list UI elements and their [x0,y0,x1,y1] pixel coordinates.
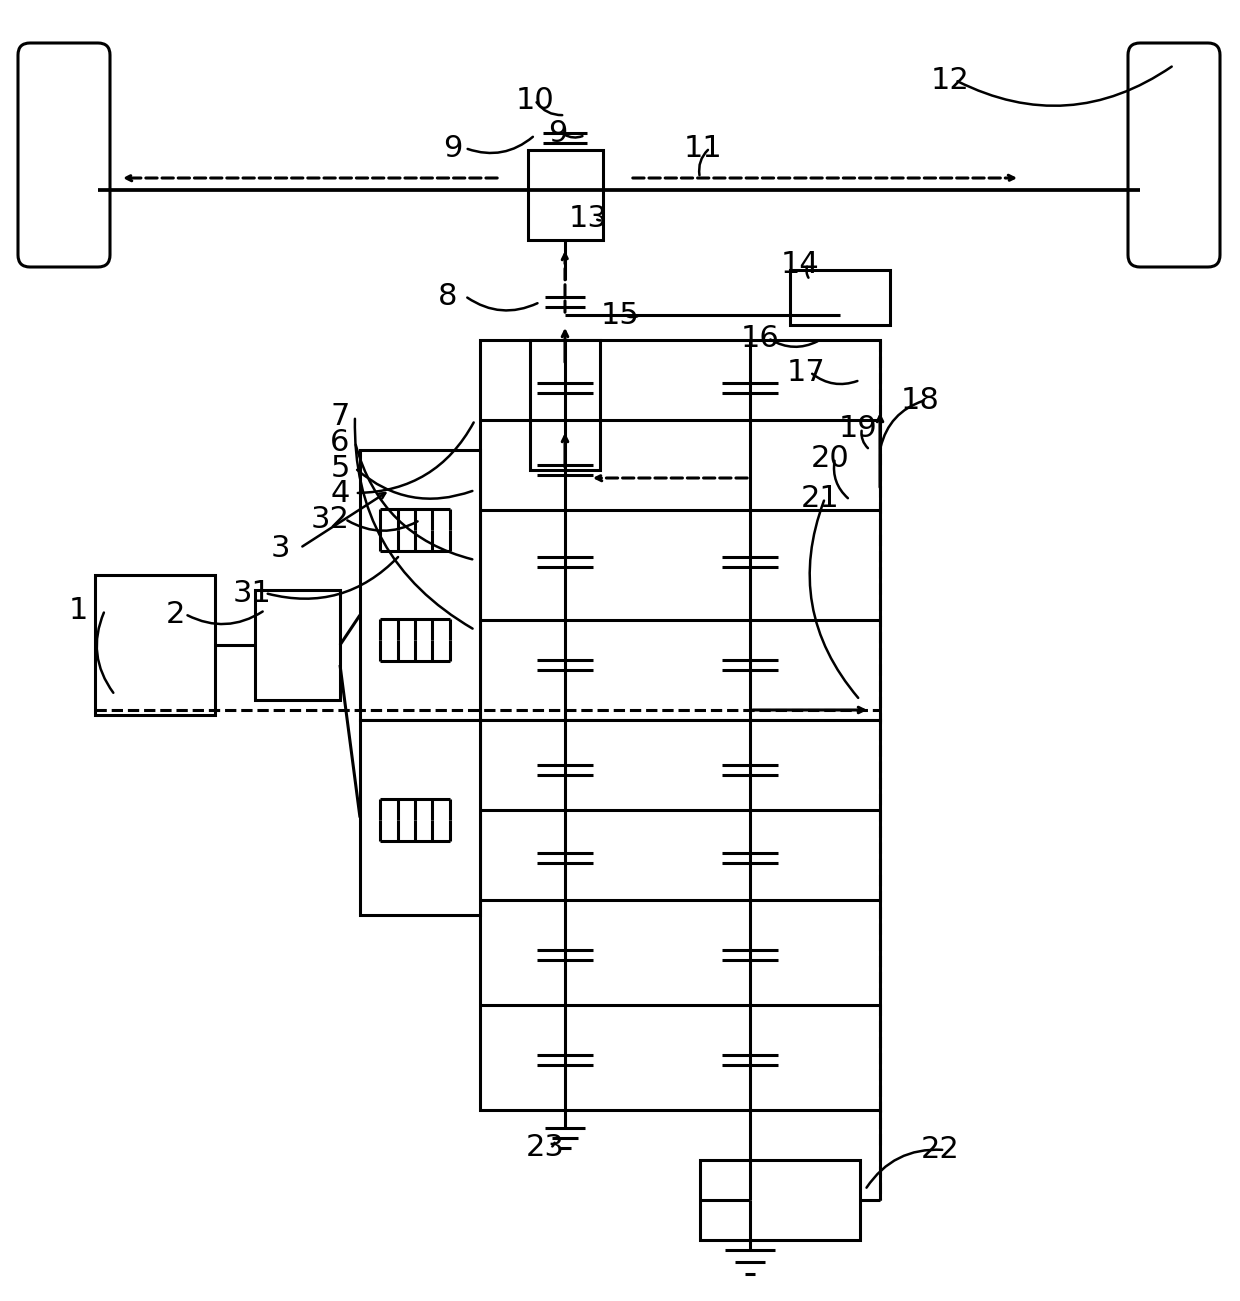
Bar [480,340,880,719]
Text: 9: 9 [444,134,463,163]
Text: 6: 6 [330,428,350,457]
Text: 15: 15 [600,301,640,329]
Text: 11: 11 [683,134,723,163]
Text: 18: 18 [900,385,940,415]
Text: 10: 10 [516,86,554,114]
Bar [701,1160,861,1240]
Text: 7: 7 [330,402,350,431]
Text: 5: 5 [330,454,350,483]
Text: 20: 20 [811,444,849,472]
Text: 23: 23 [526,1133,564,1163]
Text: 32: 32 [310,505,350,533]
Text: 31: 31 [233,579,272,608]
Text: 2: 2 [165,600,185,628]
Bar [480,719,880,1110]
FancyBboxPatch shape [1128,43,1220,267]
Text: 19: 19 [838,414,878,442]
Bar [360,450,480,719]
Bar [95,575,215,716]
Text: 12: 12 [931,65,970,95]
Text: 13: 13 [569,203,608,233]
Bar [528,150,603,239]
Text: 16: 16 [740,324,780,353]
Text: 4: 4 [330,479,350,507]
FancyBboxPatch shape [19,43,110,267]
Text: 22: 22 [920,1136,960,1164]
Text: 17: 17 [786,358,826,386]
Bar [790,271,890,325]
Text: 9: 9 [548,118,568,147]
Text: 14: 14 [781,250,820,278]
Text: 21: 21 [801,484,839,513]
Text: 8: 8 [438,281,458,311]
Text: 1: 1 [68,596,88,624]
Bar [529,340,600,470]
Bar [360,719,480,915]
Text: 3: 3 [270,533,290,562]
Bar [255,589,340,700]
